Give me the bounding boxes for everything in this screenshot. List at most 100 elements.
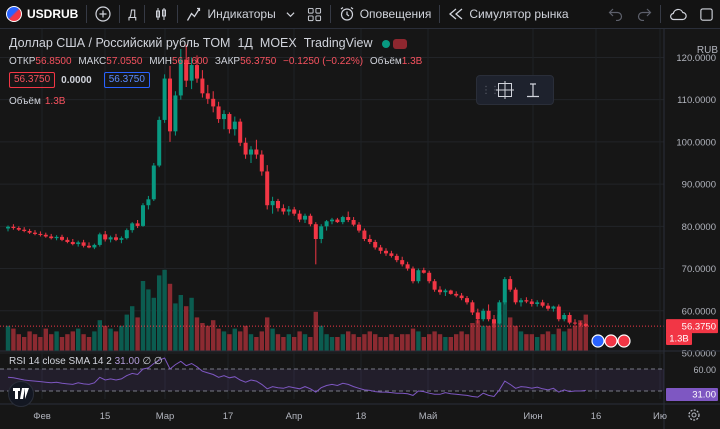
candle	[297, 210, 302, 223]
candle-body	[313, 224, 318, 239]
volume-bar	[265, 317, 270, 351]
candle-body	[556, 306, 561, 320]
candle-body	[308, 215, 313, 225]
candle-body	[130, 223, 135, 231]
volume-bar	[578, 320, 583, 351]
compare-button[interactable]	[89, 0, 117, 29]
candle	[351, 217, 356, 227]
fullscreen-icon	[700, 7, 713, 21]
candle	[270, 196, 275, 214]
candle	[330, 217, 334, 225]
chart-style-button[interactable]	[147, 0, 175, 29]
candle	[535, 300, 540, 307]
volume-bar	[216, 328, 221, 351]
volume-bar	[146, 289, 151, 351]
volume-bar	[81, 334, 86, 351]
candle	[486, 304, 491, 322]
candle-body	[346, 217, 351, 220]
candle-body	[92, 244, 97, 248]
candle	[216, 101, 221, 123]
volume-bar	[189, 297, 194, 351]
layouts-button[interactable]	[301, 0, 328, 29]
volume-bar	[324, 334, 329, 351]
volume-bar	[518, 331, 524, 351]
volume-bar	[297, 331, 302, 351]
candle	[443, 288, 448, 296]
fullscreen-button[interactable]	[693, 0, 720, 29]
volume-bar	[286, 334, 291, 351]
candle-body	[162, 78, 167, 120]
alerts-button[interactable]: Оповещения	[333, 0, 438, 29]
volume-bar	[427, 334, 432, 351]
candle	[189, 57, 194, 90]
volume-bar	[486, 325, 491, 351]
volume-bar	[383, 337, 389, 351]
candle-body	[43, 234, 48, 237]
candle-body	[400, 260, 405, 265]
candle-body	[119, 238, 124, 240]
volume-bar	[167, 283, 173, 351]
candle	[114, 233, 118, 242]
price-tick-label: 50.0000	[682, 349, 716, 360]
candle-body	[49, 236, 54, 239]
candle	[551, 305, 556, 312]
chart-canvas[interactable]: 120.0000 110.0000 100.0000 90.0000 80.0000 70…	[0, 29, 720, 429]
redo-button[interactable]	[630, 0, 658, 29]
volume-bar	[65, 334, 70, 351]
candle	[119, 236, 124, 244]
candle-body	[551, 306, 556, 309]
candle	[81, 239, 86, 248]
currency-label[interactable]: RUB	[696, 45, 718, 56]
interval-button[interactable]: Д	[122, 0, 142, 29]
candle-body	[427, 272, 432, 282]
tradingview-logo[interactable]	[8, 381, 34, 407]
indicators-button[interactable]: Индикаторы	[180, 0, 300, 29]
drag-handle-icon[interactable]: ⋮⋮	[481, 84, 500, 96]
candle-body	[195, 65, 199, 79]
volume-bar	[394, 337, 399, 351]
candle-body	[535, 302, 540, 305]
candle-body	[443, 290, 448, 293]
candle-body	[38, 233, 43, 235]
usd-rub-flag-icon	[6, 6, 22, 22]
candle-body	[378, 247, 383, 251]
candle	[103, 230, 108, 242]
candle	[232, 116, 237, 136]
volume-bar	[135, 317, 140, 351]
gear-ring	[688, 409, 700, 421]
volume-bar	[567, 328, 572, 351]
price-tick-label: 120.0000	[676, 53, 716, 64]
replay-button[interactable]: Симулятор рынка	[442, 0, 574, 29]
candle-body	[432, 281, 437, 290]
candle-body	[108, 237, 113, 240]
candle-body	[497, 302, 502, 324]
volume-bar	[421, 337, 426, 351]
price-axis-panel	[664, 29, 720, 429]
candle-body	[211, 98, 216, 107]
candle-body	[351, 220, 356, 225]
candle	[276, 198, 280, 212]
candle	[578, 321, 583, 327]
volume-bar	[232, 328, 237, 351]
candle-body	[168, 78, 172, 132]
candle-body	[513, 289, 518, 303]
rsi-legend[interactable]: RSI 14 close SMA 14 2 31.00 ∅ ∅	[9, 356, 163, 367]
candle	[168, 65, 172, 142]
measure-tool-button[interactable]	[519, 77, 547, 103]
crosshair-tool-button[interactable]	[491, 77, 519, 103]
symbol-search-button[interactable]: USDRUB	[0, 0, 84, 29]
candle-body	[357, 224, 361, 231]
candle	[335, 217, 340, 223]
candle	[124, 228, 129, 240]
candle-body	[486, 310, 491, 320]
chevron-down-icon[interactable]	[286, 10, 295, 19]
cloud-save-button[interactable]	[663, 0, 693, 29]
alarm-clock-icon	[340, 7, 354, 21]
redo-icon	[637, 8, 652, 21]
candle-body	[141, 205, 145, 226]
undo-button[interactable]	[602, 0, 630, 29]
chart-area[interactable]: 120.0000 110.0000 100.0000 90.0000 80.0000 70…	[0, 29, 720, 429]
volume-bar	[32, 334, 38, 351]
candle	[481, 308, 486, 322]
candle-body	[297, 213, 302, 220]
